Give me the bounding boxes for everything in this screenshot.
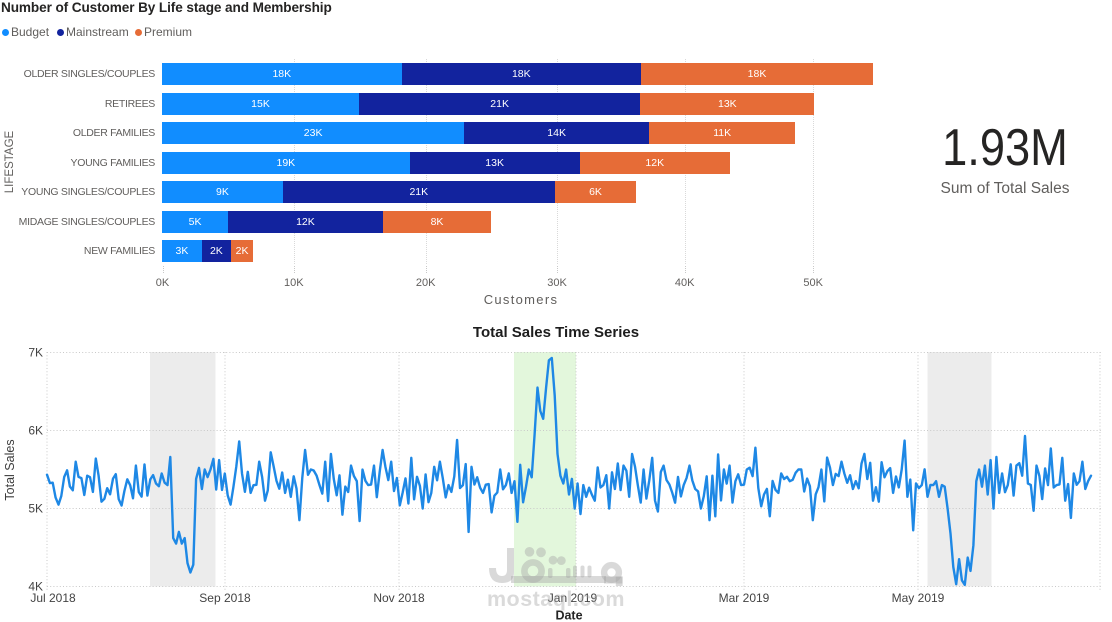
svg-text:Date: Date (555, 609, 582, 622)
svg-text:Jan 2019: Jan 2019 (548, 591, 598, 605)
svg-text:6K: 6K (28, 424, 43, 438)
svg-text:Total Sales: Total Sales (3, 439, 17, 500)
svg-text:Nov 2018: Nov 2018 (373, 591, 425, 605)
svg-text:Total Sales Time Series: Total Sales Time Series (473, 324, 639, 341)
svg-text:Jul 2018: Jul 2018 (30, 591, 76, 605)
svg-text:Sep 2018: Sep 2018 (199, 591, 251, 605)
svg-text:4K: 4K (28, 580, 43, 594)
svg-text:7K: 7K (28, 346, 43, 360)
svg-text:Mar 2019: Mar 2019 (719, 591, 770, 605)
svg-text:5K: 5K (28, 502, 43, 516)
svg-text:May 2019: May 2019 (892, 591, 945, 605)
